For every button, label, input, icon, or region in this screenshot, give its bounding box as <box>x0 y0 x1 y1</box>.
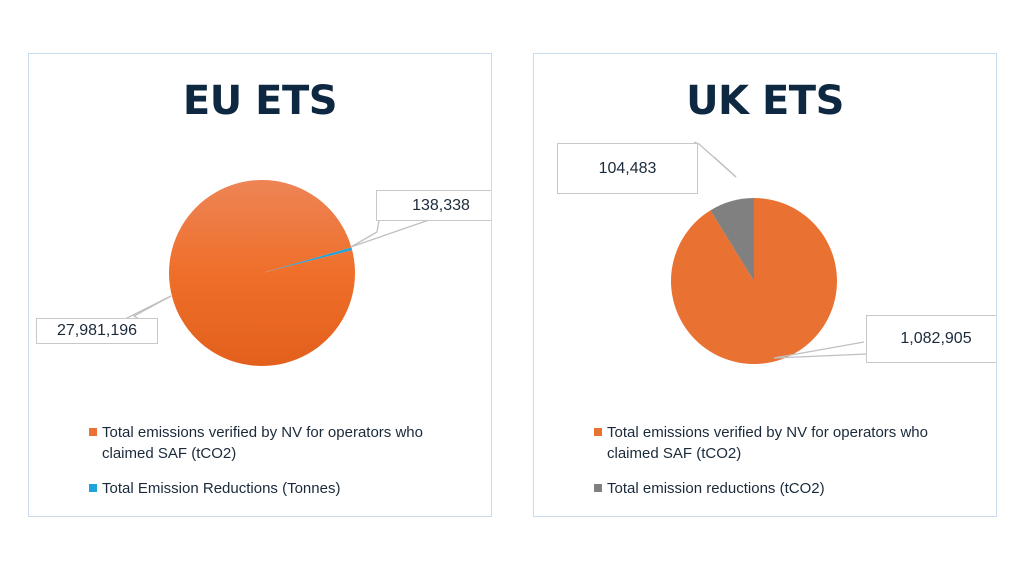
legend-swatch <box>89 484 97 492</box>
pie-slice <box>710 198 754 281</box>
leader-line <box>118 295 172 323</box>
pie-slice <box>168 179 355 366</box>
chart-title: UK ETS <box>686 78 844 124</box>
uk-ets-chart-panel: UK ETS 104,483 1,082,905 Total emissions… <box>533 53 997 517</box>
data-label: 1,082,905 <box>866 315 996 363</box>
leader-line <box>773 341 865 359</box>
legend-item: Total emissions verified by NV for opera… <box>89 422 469 464</box>
leader-line <box>773 353 868 359</box>
legend-label: Total emissions verified by NV for opera… <box>607 424 928 462</box>
legend-item: Total emissions verified by NV for opera… <box>594 422 974 464</box>
chart-title: EU ETS <box>182 78 338 124</box>
legend-label: Total emission reductions (tCO2) <box>607 480 825 497</box>
legend: Total emissions verified by NV for opera… <box>594 422 974 513</box>
legend-swatch <box>594 428 602 436</box>
leader-line <box>350 219 430 248</box>
legend-swatch <box>89 428 97 436</box>
data-label: 138,338 <box>376 190 491 221</box>
data-label: 27,981,196 <box>36 318 158 344</box>
pie-svg <box>671 141 868 364</box>
legend-label: Total Emission Reductions (Tonnes) <box>102 480 341 497</box>
data-label: 104,483 <box>557 143 698 194</box>
eu-ets-chart-panel: EU ETS 138,338 27,981,196 Total emission… <box>28 53 492 517</box>
legend-item: Total emission reductions (tCO2) <box>594 478 974 499</box>
legend-swatch <box>594 484 602 492</box>
legend: Total emissions verified by NV for opera… <box>89 422 469 513</box>
leader-line <box>350 219 380 248</box>
legend-label: Total emissions verified by NV for opera… <box>102 424 423 462</box>
pie-slice <box>262 247 353 273</box>
legend-item: Total Emission Reductions (Tonnes) <box>89 478 469 499</box>
leader-line <box>713 156 737 178</box>
